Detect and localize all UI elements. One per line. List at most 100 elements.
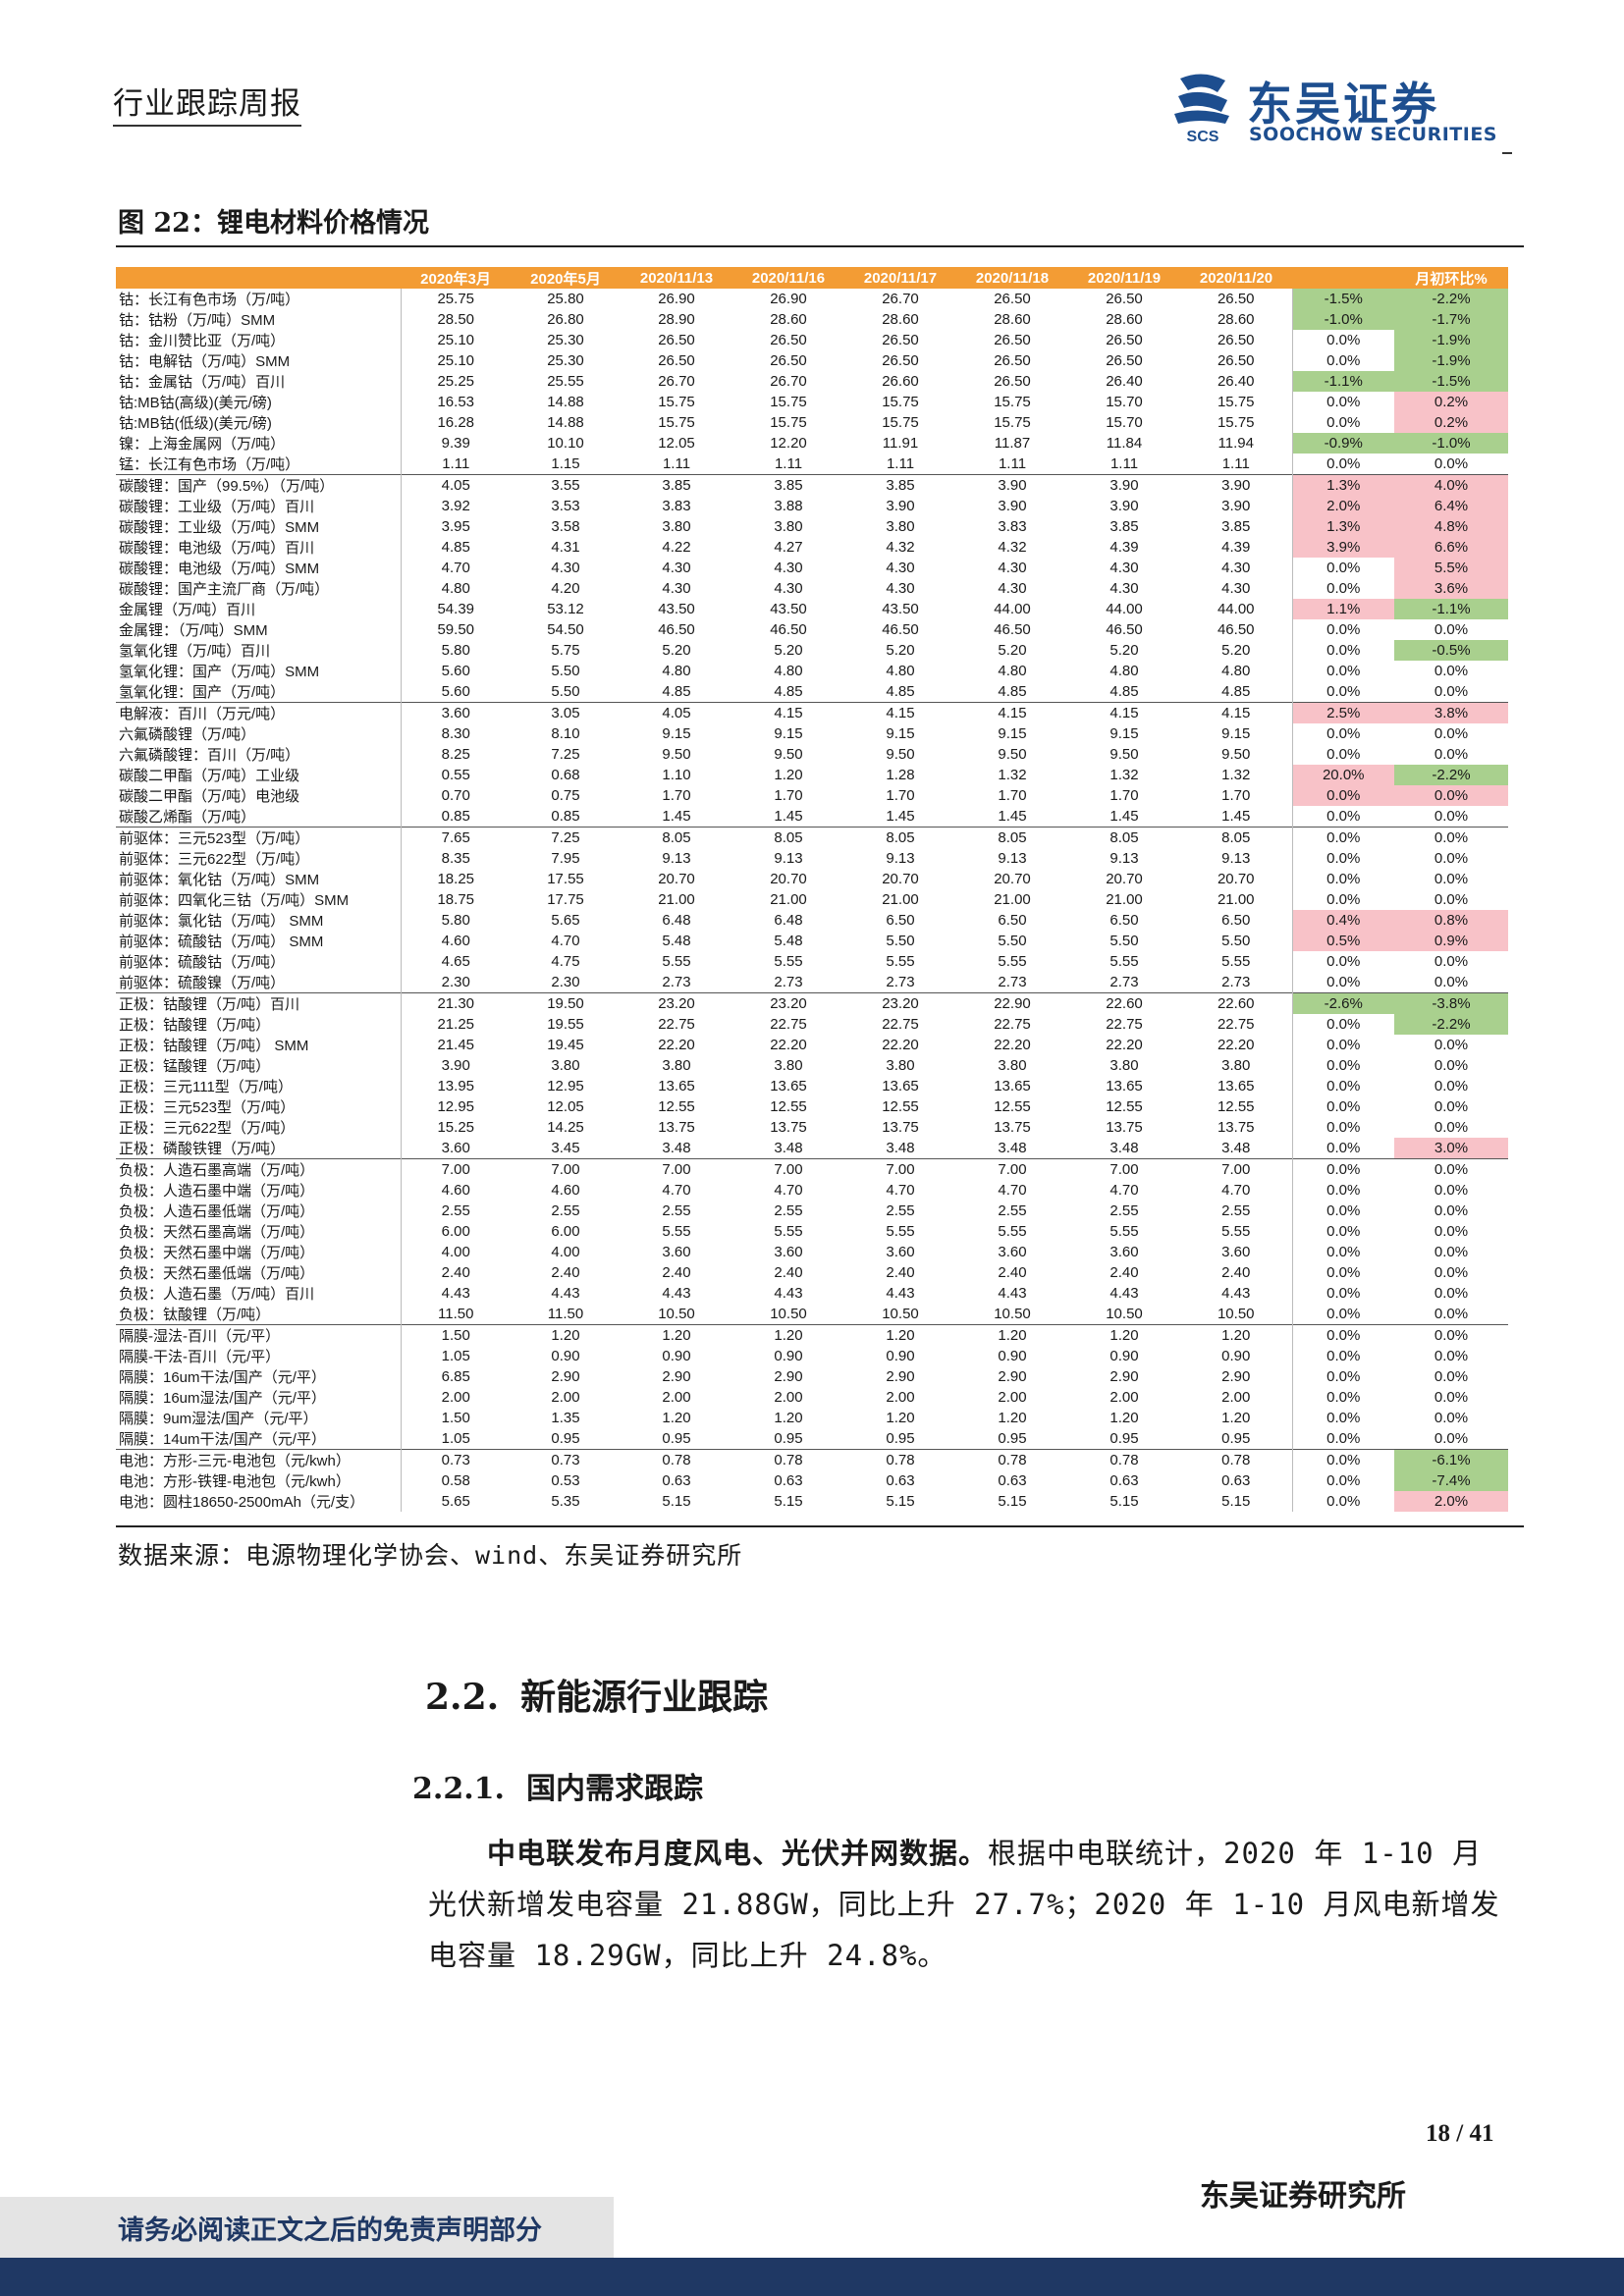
table-row: 前驱体：硫酸镍（万/吨） 2.30 2.30 2.73 2.73 2.73 2.73 2.73… (116, 972, 1508, 993)
price-cell: 4.85 (998, 683, 1027, 700)
scs-logo-icon: SCS (1174, 74, 1229, 143)
price-cell: 13.65 (1217, 1078, 1255, 1095)
price-cell: 4.05 (621, 702, 732, 723)
price-cell: 4.80 (1221, 663, 1251, 679)
row-label: 六氟磷酸锂：百川（万/吨） (116, 744, 402, 765)
price-cell: 2.40 (1221, 1264, 1251, 1281)
monthly-change-cell: 0.0% (1434, 1368, 1469, 1385)
price-cell: 7.00 (1068, 1158, 1180, 1180)
price-cell: 44.00 (994, 601, 1031, 617)
price-cell: 1.20 (1068, 1324, 1180, 1346)
price-cell: 2.40 (662, 1264, 691, 1281)
weekly-change-cell: 0.4% (1291, 910, 1394, 931)
weekly-change-cell: 0.0% (1291, 412, 1394, 433)
weekly-change-cell: 0.0% (1291, 392, 1394, 412)
table-row: 氢氧化锂：国产（万/吨） 5.60 5.50 4.85 4.85 4.85 4.85 4.85… (116, 681, 1508, 703)
price-cell: 1.11 (1110, 455, 1139, 472)
price-cell: 2.90 (1221, 1368, 1251, 1385)
price-cell: 15.75 (882, 394, 919, 410)
price-cell: 4.00 (441, 1244, 470, 1260)
column-header (1292, 267, 1394, 289)
row-label: 前驱体：三元622型（万/吨） (116, 848, 402, 869)
price-cell: 1.20 (844, 1324, 956, 1346)
monthly-change-cell: 0.0% (1434, 1244, 1469, 1260)
price-cell: 4.43 (774, 1285, 803, 1302)
monthly-change-cell: 4.8% (1394, 516, 1508, 537)
price-cell: 9.15 (998, 725, 1027, 742)
price-cell: 0.73 (511, 1449, 621, 1470)
price-cell: 26.50 (1106, 291, 1143, 307)
price-cell: 3.90 (998, 498, 1027, 514)
weekly-change-cell: 0.0% (1291, 1408, 1394, 1428)
price-cell: 5.55 (998, 1223, 1027, 1240)
price-cell: 26.50 (1217, 352, 1255, 369)
price-cell: 3.80 (886, 1057, 915, 1074)
price-cell: 26.90 (770, 291, 807, 307)
price-cell: 3.83 (998, 518, 1027, 535)
price-cell: 5.55 (774, 1223, 803, 1240)
table-row: 隔膜-干法-百川（元/平） 1.05 0.90 0.90 0.90 0.90 0.90 0.9… (116, 1346, 1508, 1366)
weekly-change-cell: 0.0% (1291, 1158, 1394, 1180)
price-cell: 5.75 (551, 642, 580, 659)
price-cell: 4.30 (1221, 580, 1251, 597)
price-cell: 9.13 (886, 850, 915, 867)
price-cell: 3.48 (886, 1140, 915, 1156)
column-header: 2020/11/20 (1180, 267, 1292, 289)
price-cell: 53.12 (547, 601, 584, 617)
weekly-change-cell: 0.0% (1291, 972, 1394, 993)
price-cell: 28.50 (437, 311, 475, 328)
price-cell: 21.00 (770, 891, 807, 908)
price-cell: 6.50 (1221, 912, 1251, 929)
monthly-change-cell: 0.0% (1434, 871, 1469, 887)
weekly-change-cell: 1.1% (1291, 599, 1394, 619)
price-cell: 3.85 (732, 474, 844, 496)
price-cell: 4.70 (886, 1182, 915, 1199)
price-cell: 4.30 (998, 580, 1027, 597)
price-cell: 26.50 (1217, 332, 1255, 348)
row-label: 金属锂：（万/吨）SMM (116, 619, 402, 640)
weekly-change-cell: 0.0% (1291, 889, 1394, 910)
price-cell: 0.55 (441, 767, 470, 783)
price-cell: 4.00 (551, 1244, 580, 1260)
price-cell: 5.55 (998, 953, 1027, 970)
monthly-change-cell: -6.1% (1394, 1449, 1508, 1470)
price-cell: 0.68 (551, 767, 580, 783)
price-cell: 12.05 (547, 1098, 584, 1115)
price-cell: 4.70 (662, 1182, 691, 1199)
weekly-change-cell: 0.0% (1291, 1449, 1394, 1470)
price-cell: 2.00 (662, 1389, 691, 1406)
price-cell: 15.75 (1217, 394, 1255, 410)
weekly-change-cell: -1.5% (1291, 289, 1394, 309)
price-cell: 5.80 (441, 642, 470, 659)
monthly-change-cell: 0.0% (1434, 1389, 1469, 1406)
price-cell: 28.60 (770, 311, 807, 328)
price-cell: 0.75 (551, 787, 580, 804)
price-cell: 0.78 (844, 1449, 956, 1470)
price-cell: 10.50 (770, 1306, 807, 1322)
price-cell: 22.75 (1106, 1016, 1143, 1033)
price-cell: 4.30 (774, 580, 803, 597)
price-cell: 4.85 (1221, 683, 1251, 700)
price-cell: 5.20 (998, 642, 1027, 659)
row-label: 正极：钴酸锂（万/吨） SMM (116, 1035, 402, 1055)
row-label: 碳酸锂：国产主流厂商（万/吨） (116, 578, 402, 599)
price-cell: 3.90 (1068, 474, 1180, 496)
price-cell: 10.50 (1106, 1306, 1143, 1322)
price-cell: 5.65 (551, 912, 580, 929)
price-cell: 1.20 (774, 767, 803, 783)
price-cell: 12.55 (770, 1098, 807, 1115)
monthly-change-cell: 0.0% (1434, 1285, 1469, 1302)
price-cell: 1.20 (998, 1410, 1027, 1426)
row-label: 氢氧化锂（万/吨）百川 (116, 640, 402, 661)
price-cell: 1.11 (774, 455, 803, 472)
price-cell: 12.05 (658, 435, 695, 452)
column-header: 2020年3月 (401, 267, 511, 289)
monthly-change-cell: 0.0% (1434, 1182, 1469, 1199)
table-row: 负极：天然石墨高端（万/吨） 6.00 6.00 5.55 5.55 5.55 5.55 5.… (116, 1221, 1508, 1242)
price-cell: 3.60 (886, 1244, 915, 1260)
price-cell: 5.50 (551, 663, 580, 679)
price-cell: 26.50 (658, 332, 695, 348)
price-cell: 1.11 (1221, 455, 1250, 472)
price-cell: 44.00 (1106, 601, 1143, 617)
price-cell: 23.20 (844, 992, 956, 1014)
